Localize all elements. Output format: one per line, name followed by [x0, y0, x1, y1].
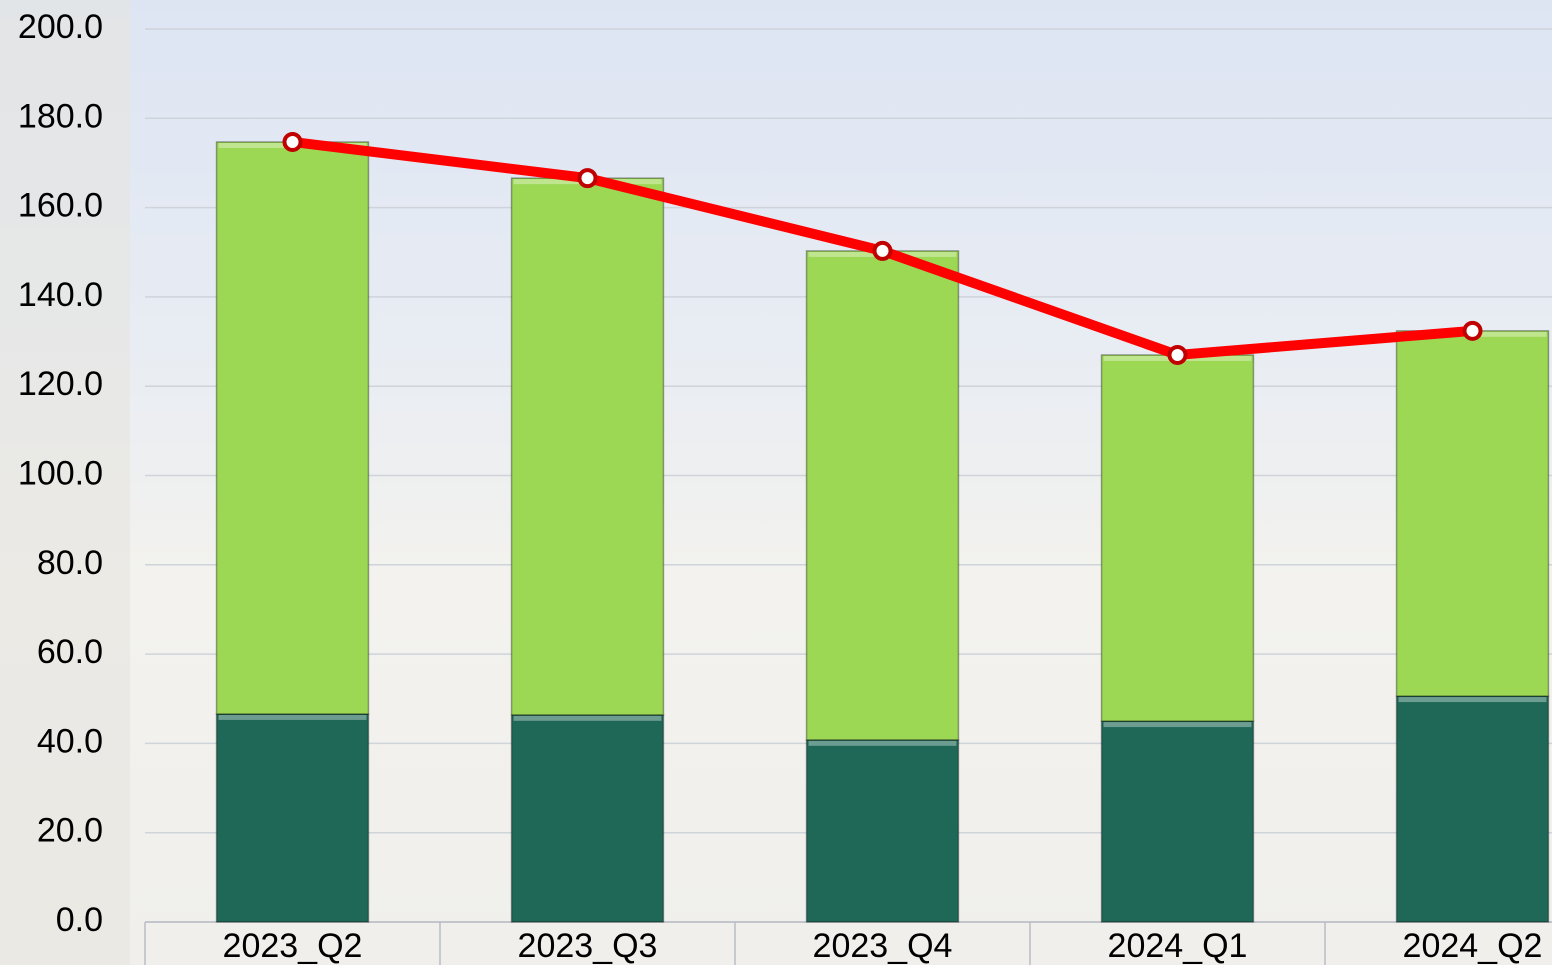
line-marker	[282, 131, 303, 152]
y-tick-label: 140.0	[18, 276, 103, 314]
y-tick-label: 180.0	[18, 97, 103, 135]
line-marker	[577, 168, 598, 189]
bar-highlight	[1103, 722, 1252, 728]
bar-segment	[215, 713, 370, 923]
y-tick-label: 0.0	[56, 901, 103, 939]
y-tick-label: 100.0	[18, 454, 103, 492]
bar-segment	[1395, 330, 1550, 697]
bar-segment	[510, 714, 665, 923]
x-tick-label: 2023_Q4	[813, 927, 953, 965]
x-tick-label: 2023_Q3	[518, 927, 658, 965]
line-marker	[872, 240, 893, 261]
y-tick-label: 120.0	[18, 365, 103, 403]
y-tick-label: 20.0	[37, 812, 103, 850]
bar-highlight	[808, 740, 957, 746]
line-marker	[1462, 320, 1483, 341]
bar-highlight	[513, 715, 662, 721]
y-tick-label: 40.0	[37, 722, 103, 760]
bar-highlight	[218, 714, 367, 720]
bar-segment	[1395, 695, 1550, 923]
bar-segment	[805, 739, 960, 923]
y-tick-label: 60.0	[37, 633, 103, 671]
bar-segment	[805, 250, 960, 741]
x-tick-label: 2023_Q2	[223, 927, 363, 965]
bar-segment	[1100, 720, 1255, 923]
background-building	[0, 0, 130, 965]
y-tick-label: 80.0	[37, 544, 103, 582]
bar-segment	[510, 177, 665, 716]
x-tick-label: 2024_Q1	[1108, 927, 1248, 965]
y-tick-label: 200.0	[18, 8, 103, 46]
x-tick-label: 2024_Q2	[1403, 927, 1543, 965]
bar-segment	[215, 141, 370, 715]
bar-highlight	[1398, 697, 1547, 703]
line-marker	[1167, 344, 1188, 365]
y-tick-label: 160.0	[18, 187, 103, 225]
bar-segment	[1100, 354, 1255, 722]
